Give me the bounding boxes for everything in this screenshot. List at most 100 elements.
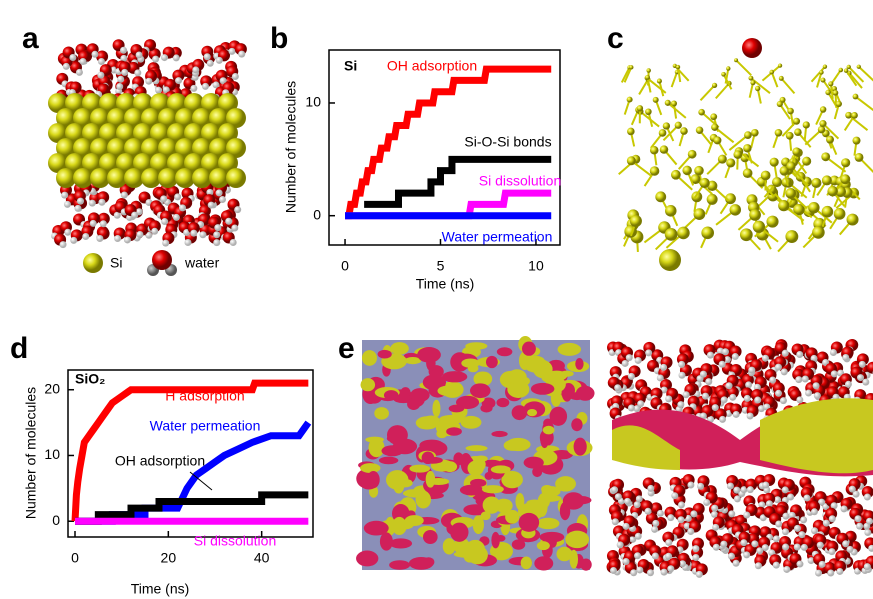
si-atom xyxy=(671,170,681,180)
hydrogen-atom xyxy=(692,545,699,552)
hydrogen-atom xyxy=(100,220,107,227)
hydrogen-atom xyxy=(98,199,105,206)
hydrogen-atom xyxy=(836,568,843,575)
surface-blob xyxy=(419,440,444,452)
hydrogen-atom xyxy=(795,376,802,383)
hydrogen-atom xyxy=(703,499,710,506)
si-atom xyxy=(748,76,753,81)
hydrogen-atom xyxy=(747,486,754,493)
hydrogen-atom xyxy=(782,350,789,357)
y-tick-label: 0 xyxy=(313,206,321,222)
hydrogen-atom xyxy=(719,361,726,368)
hydrogen-atom xyxy=(745,381,752,388)
surface-blob xyxy=(491,465,511,473)
surface-blob xyxy=(392,517,407,535)
surface-blob xyxy=(556,547,572,561)
hydrogen-atom xyxy=(755,562,762,569)
surface-blob xyxy=(423,530,438,544)
si-atom xyxy=(841,158,850,167)
hydrogen-atom xyxy=(800,516,807,523)
si-atom xyxy=(650,146,659,155)
hydrogen-atom xyxy=(60,241,67,248)
hydrogen-atom xyxy=(678,501,685,508)
series-label: Water permeation xyxy=(442,229,553,245)
si-atom xyxy=(743,144,751,152)
si-atom xyxy=(226,168,246,188)
hydrogen-atom xyxy=(660,364,667,371)
si-atom xyxy=(808,202,819,213)
si-atom xyxy=(743,168,753,178)
hydrogen-atom xyxy=(705,378,712,385)
si-atom xyxy=(718,155,727,164)
hydrogen-atom xyxy=(721,396,728,403)
surface-blob xyxy=(537,518,560,529)
hydrogen-atom xyxy=(90,220,97,227)
hydrogen-atom xyxy=(647,485,654,492)
hydrogen-atom xyxy=(637,400,644,407)
si-atom xyxy=(840,174,850,184)
surface-blob xyxy=(439,415,465,424)
annotation: SiO₂ xyxy=(75,371,105,387)
surface-blob xyxy=(513,442,522,448)
hydrogen-atom xyxy=(805,390,812,397)
hydrogen-atom xyxy=(64,201,71,208)
si-atom xyxy=(713,136,721,144)
surface-blob xyxy=(537,541,550,550)
hydrogen-atom xyxy=(782,528,789,535)
surface-blob xyxy=(558,343,581,356)
molecular-images xyxy=(48,38,873,578)
hydrogen-atom xyxy=(782,544,789,551)
hydrogen-atom xyxy=(116,83,123,90)
si-atom xyxy=(826,136,834,144)
si-atom xyxy=(688,150,697,159)
si-atom xyxy=(711,124,718,131)
hydrogen-atom xyxy=(733,487,740,494)
hydrogen-atom xyxy=(231,225,238,232)
si-atom xyxy=(847,65,851,69)
data-line xyxy=(75,423,308,522)
hydrogen-atom xyxy=(175,77,182,84)
hydrogen-atom xyxy=(665,395,672,402)
surface-blob xyxy=(390,342,408,355)
si-atom xyxy=(770,158,779,167)
hydrogen-atom xyxy=(611,486,618,493)
surface-blob xyxy=(521,556,532,569)
hydrogen-atom xyxy=(751,540,758,547)
hydrogen-atom xyxy=(64,229,71,236)
surface-blob xyxy=(482,485,504,493)
hydrogen-atom xyxy=(813,382,820,389)
si-atom xyxy=(847,214,859,226)
hydrogen-atom xyxy=(630,569,637,576)
hydrogen-atom xyxy=(782,513,789,520)
hydrogen-atom xyxy=(817,542,824,549)
surface-blob xyxy=(505,510,519,524)
si-atom xyxy=(629,65,633,69)
hydrogen-atom xyxy=(190,85,197,92)
surface-blob xyxy=(364,521,389,536)
si-atom xyxy=(822,175,832,185)
o-atom-icon xyxy=(152,250,172,270)
hydrogen-atom xyxy=(230,239,237,246)
hydrogen-atom xyxy=(719,416,726,423)
surface-blob xyxy=(426,471,435,488)
hydrogen-atom xyxy=(179,204,186,211)
hydrogen-atom xyxy=(184,239,191,246)
hydrogen-atom xyxy=(773,562,780,569)
hydrogen-atom xyxy=(216,57,223,64)
hydrogen-atom xyxy=(225,218,232,225)
hydrogen-atom xyxy=(161,54,168,61)
hydrogen-atom xyxy=(234,206,241,213)
si-atom-icon xyxy=(83,253,103,273)
si-atom xyxy=(792,147,801,156)
si-atom xyxy=(650,166,660,176)
si-atom xyxy=(734,58,738,62)
hydrogen-atom xyxy=(657,510,664,517)
hydrogen-atom xyxy=(847,546,854,553)
hydrogen-atom xyxy=(617,541,624,548)
hydrogen-atom xyxy=(862,379,869,386)
si-atom xyxy=(630,215,642,227)
hydrogen-atom xyxy=(228,48,235,55)
si-atom xyxy=(777,101,783,107)
hydrogen-atom xyxy=(864,563,871,570)
hydrogen-atom xyxy=(190,230,197,237)
